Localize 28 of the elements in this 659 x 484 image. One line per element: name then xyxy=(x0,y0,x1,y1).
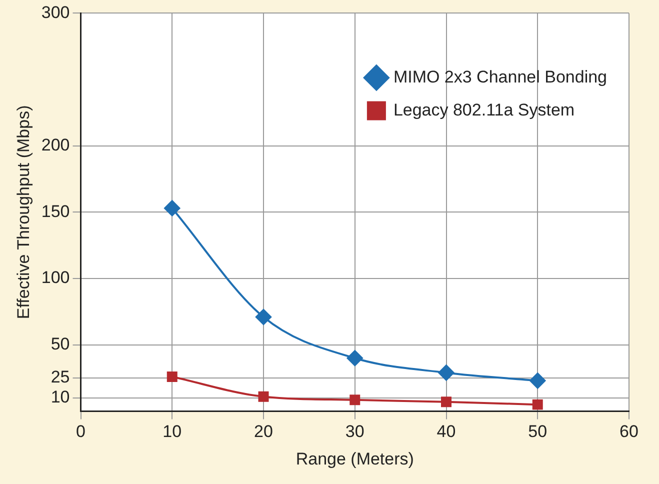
point xyxy=(346,350,363,366)
y-tick-label: 300 xyxy=(41,2,70,22)
point xyxy=(530,372,546,389)
x-tick-label: 60 xyxy=(620,422,638,442)
point xyxy=(441,396,452,408)
point xyxy=(438,364,454,381)
y-tick-label: 150 xyxy=(41,202,70,221)
point xyxy=(258,391,269,402)
x-tick-label: 0 xyxy=(76,422,86,442)
x-tick-label: 20 xyxy=(254,422,273,442)
x-tick-label: 10 xyxy=(162,422,182,442)
x-tick-label: 40 xyxy=(436,422,456,442)
point xyxy=(350,394,360,406)
x-tick-label: 30 xyxy=(345,422,364,442)
point xyxy=(166,371,178,382)
y-axis-title: Effective Throughput (Mbps) xyxy=(14,105,33,320)
point xyxy=(256,309,272,326)
legend-label: MIMO 2x3 Channel Bonding xyxy=(393,67,607,86)
y-tick-label: 50 xyxy=(50,334,70,354)
point xyxy=(532,399,543,410)
y-tick-label: 100 xyxy=(41,268,70,288)
y-tick-label: 10 xyxy=(50,388,70,407)
legend-label: Legacy 802.11a System xyxy=(393,100,575,120)
x-tick-label: 50 xyxy=(528,422,548,442)
x-axis-title: Range (Meters) xyxy=(296,449,414,468)
point xyxy=(164,200,180,216)
y-tick-label: 25 xyxy=(50,368,70,387)
y-tick-label: 200 xyxy=(41,136,70,155)
